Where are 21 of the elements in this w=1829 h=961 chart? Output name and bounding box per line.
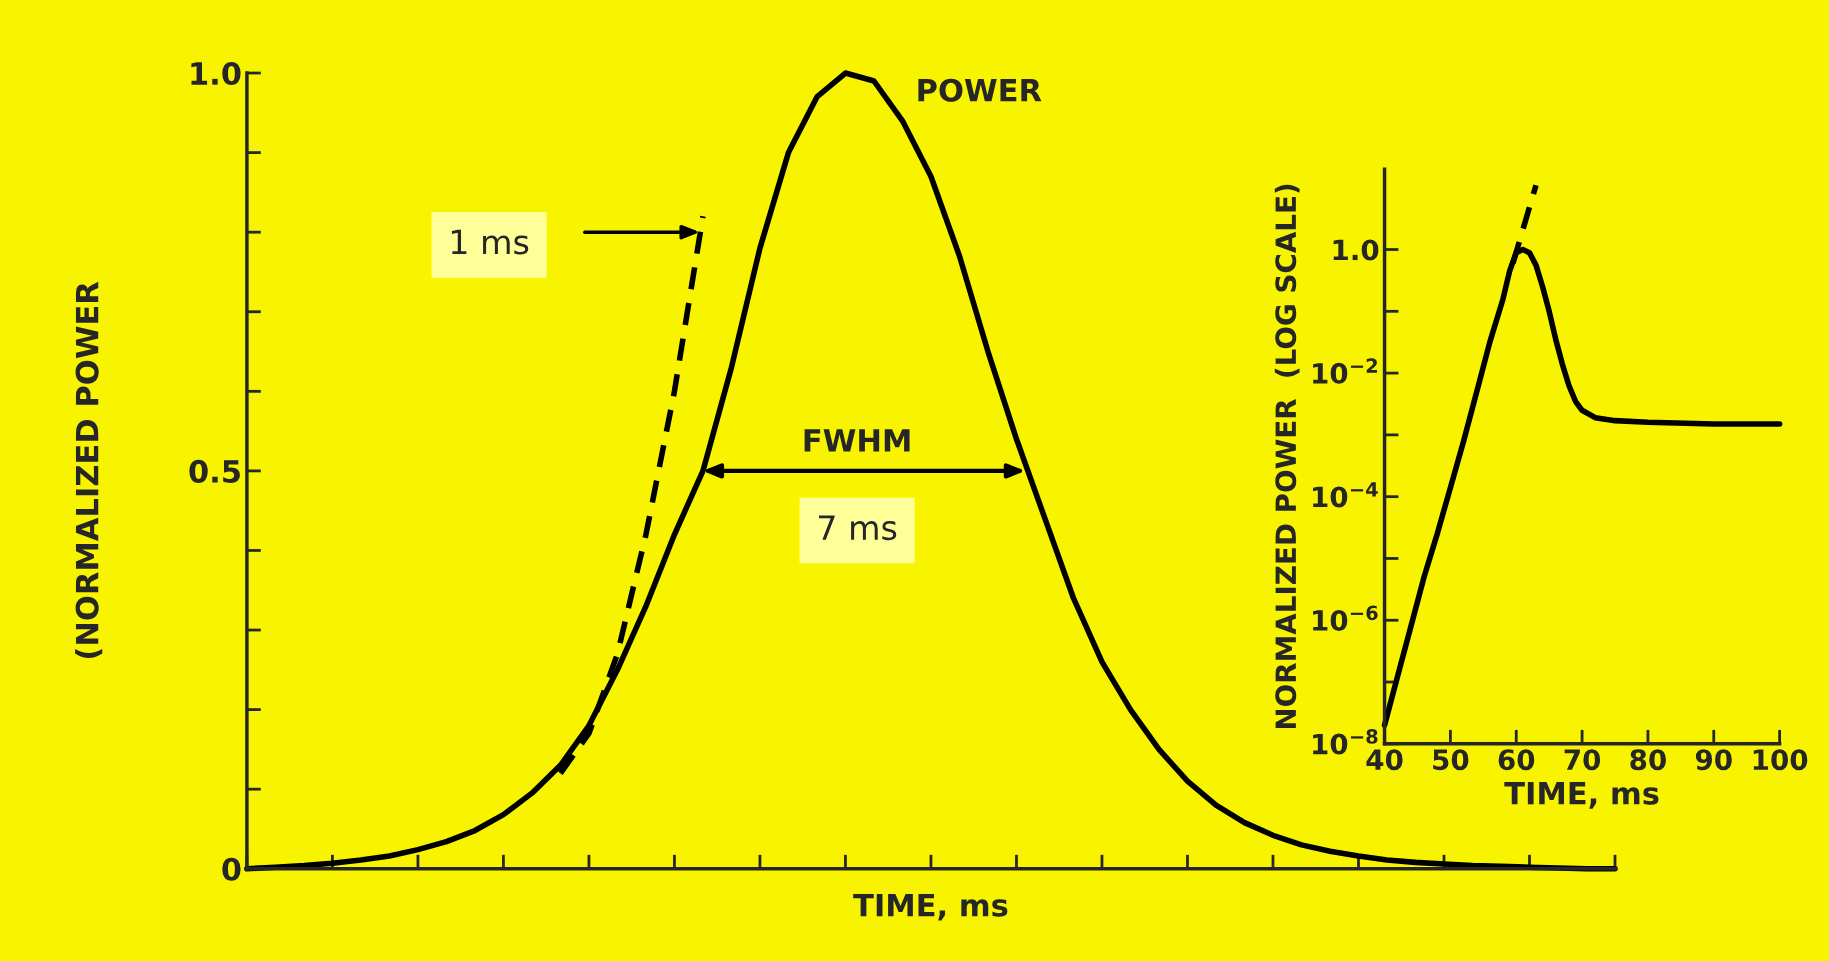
x-tick-label: 50: [1433, 749, 1469, 771]
x-tick-label: 90: [1695, 749, 1732, 771]
x-tick-label: 80: [1630, 749, 1666, 771]
annotation: 1 ms: [451, 229, 529, 255]
y-tick-label: 0: [222, 857, 241, 881]
y-axis-title: (NORMALIZED POWER: [75, 281, 103, 658]
y-tick-label: 10$^{−4}$: [1313, 482, 1378, 508]
x-tick-label: 70: [1564, 749, 1601, 771]
y-tick-label: 1.0: [1333, 239, 1379, 261]
x-tick-label: 100: [1753, 749, 1808, 771]
x-axis-title: TIME, ms: [1504, 782, 1659, 809]
y-tick-label: 1.0: [191, 61, 241, 86]
y-tick-label: 10$^{−2}$: [1313, 358, 1378, 384]
x-tick-label: 60: [1498, 749, 1535, 771]
annotation: POWER: [918, 78, 1042, 102]
y-tick-label: 0.5: [189, 459, 240, 483]
y-tick-label: 10$^{−6}$: [1313, 605, 1378, 631]
y-axis-title: NORMALIZED POWER (LOG SCALE): [1274, 184, 1300, 729]
annotation: 7 ms: [819, 515, 897, 541]
x-axis-title: TIME, ms: [853, 893, 1008, 921]
annotation: FWHM: [804, 429, 910, 452]
